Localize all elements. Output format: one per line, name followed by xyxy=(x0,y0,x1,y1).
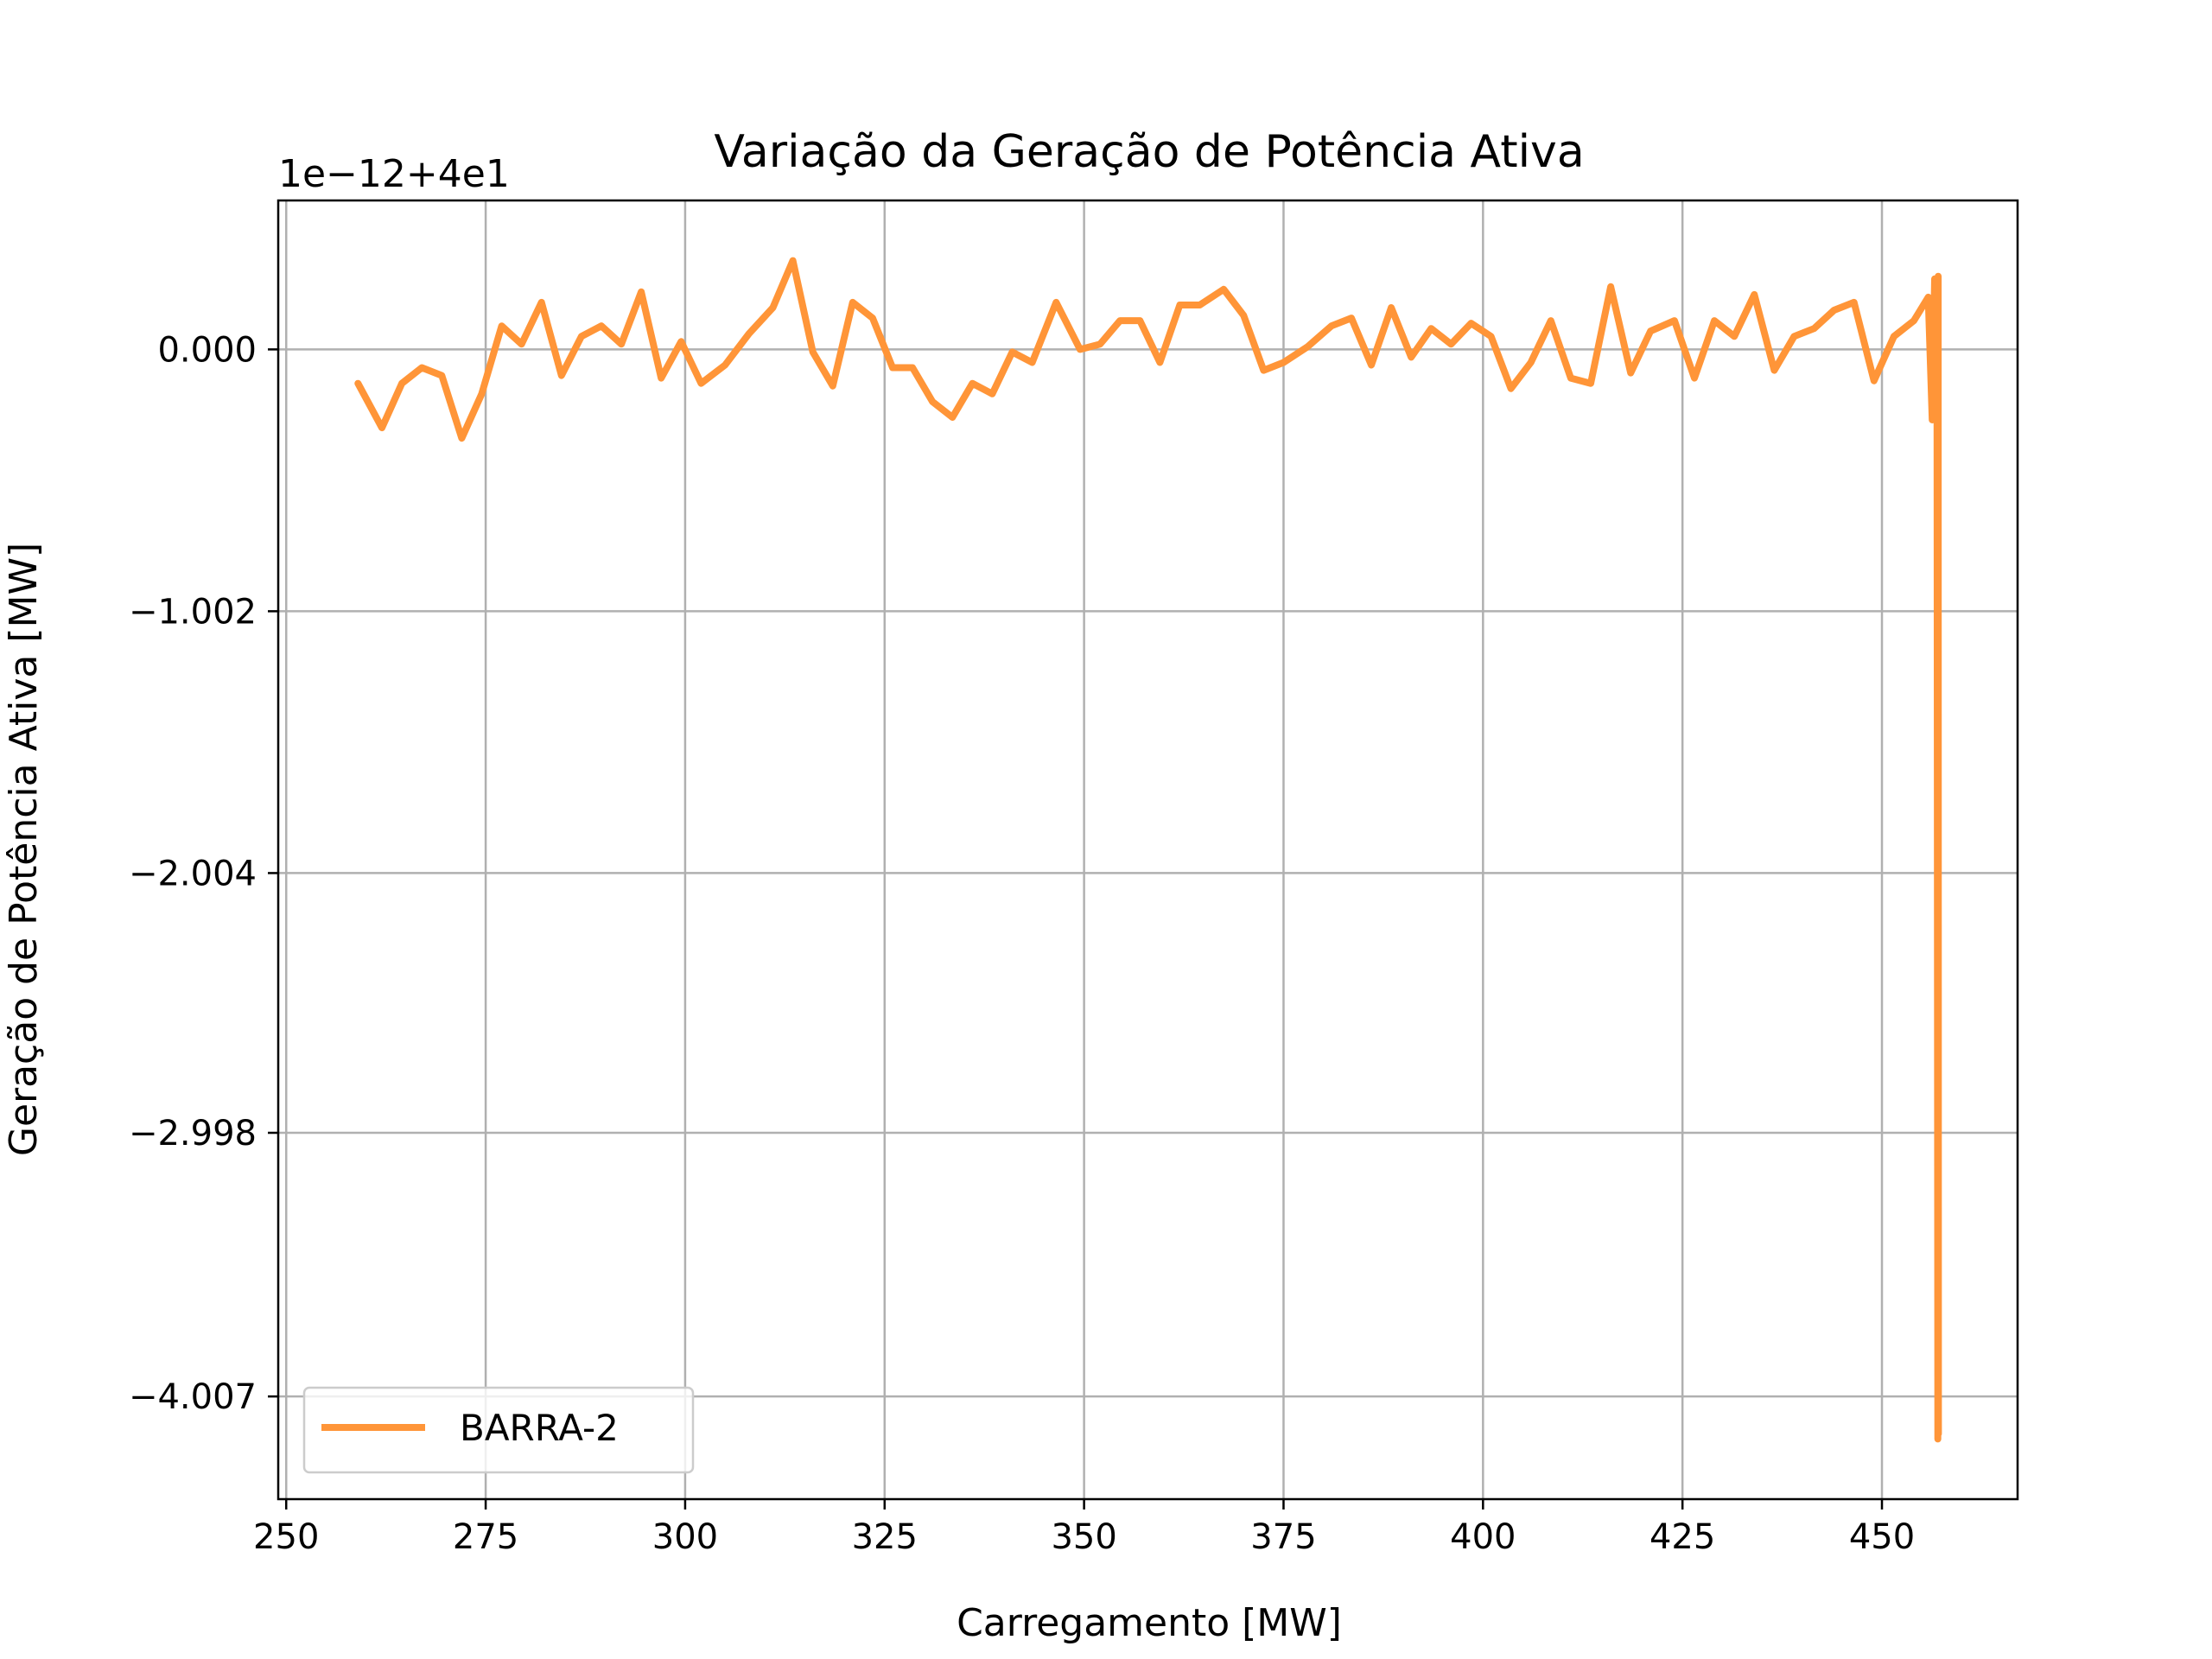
x-tick-label-1: 275 xyxy=(453,1517,518,1557)
x-tick-label-2: 300 xyxy=(652,1517,718,1557)
plot-frame xyxy=(276,199,2019,1501)
x-tick-label-8: 450 xyxy=(1849,1517,1915,1557)
y-offset-label: 1e−12+4e1 xyxy=(278,152,510,196)
legend-label-barra-2: BARRA-2 xyxy=(460,1407,619,1449)
y-tick-label-2: −2.004 xyxy=(129,854,257,893)
x-tick-label-7: 425 xyxy=(1649,1517,1715,1557)
series-line-barra-2 xyxy=(354,257,1942,1443)
x-tick-label-5: 375 xyxy=(1250,1517,1316,1557)
y-axis-label: Geração de Potência Ativa [MW] xyxy=(2,543,46,1156)
y-tick-label-4: −4.007 xyxy=(129,1377,257,1417)
x-tick-label-0: 250 xyxy=(253,1517,319,1557)
y-tick-label-3: −2.998 xyxy=(129,1114,257,1154)
x-tick-label-6: 400 xyxy=(1450,1517,1516,1557)
grid-lines xyxy=(278,200,2018,1499)
series-layer xyxy=(354,257,1942,1443)
chart-title: Variação da Geração de Potência Ativa xyxy=(714,126,1584,178)
plot-area xyxy=(278,200,2018,1499)
x-tick-label-3: 325 xyxy=(852,1517,918,1557)
legend-box xyxy=(302,1386,695,1474)
y-tick-label-1: −1.002 xyxy=(129,592,257,632)
x-axis-label: Carregamento [MW] xyxy=(957,1601,1342,1645)
y-axis-ticks: 0.000 −1.002 −2.004 −2.998 −4.007 xyxy=(129,330,278,1417)
x-axis-ticks: 250 275 300 325 350 375 400 425 450 xyxy=(253,1499,1915,1557)
y-tick-label-0: 0.000 xyxy=(157,330,257,370)
x-tick-label-4: 350 xyxy=(1051,1517,1116,1557)
legend: BARRA-2 xyxy=(302,1386,695,1474)
